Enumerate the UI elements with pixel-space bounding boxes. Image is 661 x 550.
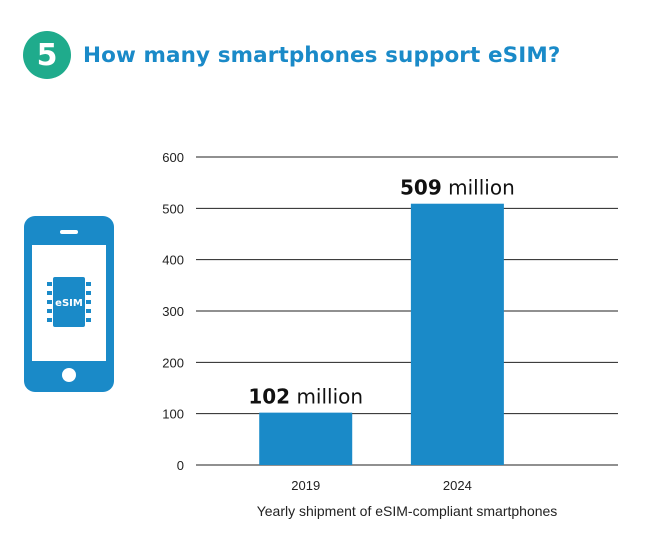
x-axis-title: Yearly shipment of eSIM-compliant smartp… (257, 503, 558, 519)
section-number-badge: 5 (23, 31, 71, 79)
y-tick-label: 600 (162, 150, 184, 165)
esim-chip-label: eSIM (55, 298, 83, 309)
y-tick-label: 200 (162, 355, 184, 370)
bar-2024 (410, 203, 504, 466)
y-axis-ticks: 0 100 200 300 400 500 600 (162, 150, 184, 473)
x-tick-label-2019: 2019 (291, 478, 320, 493)
x-tick-label-2024: 2024 (443, 478, 472, 493)
value-labels: 102 million 509 million (248, 176, 514, 409)
y-tick-label: 400 (162, 253, 184, 268)
value-label-2024: 509 million (400, 176, 515, 200)
value-label-2019: 102 million (248, 385, 363, 409)
esim-phone-icon: eSIM (24, 216, 114, 392)
y-tick-label: 0 (177, 458, 184, 473)
gridlines (196, 156, 618, 466)
y-tick-label: 100 (162, 407, 184, 422)
chart-title: How many smartphones support eSIM? (83, 42, 561, 68)
x-axis-ticks: 2019 2024 (291, 478, 472, 493)
y-tick-label: 300 (162, 304, 184, 319)
bar-2019 (259, 412, 353, 465)
bars (259, 203, 504, 466)
y-tick-label: 500 (162, 201, 184, 216)
chart-header: 5 How many smartphones support eSIM? (23, 31, 560, 79)
